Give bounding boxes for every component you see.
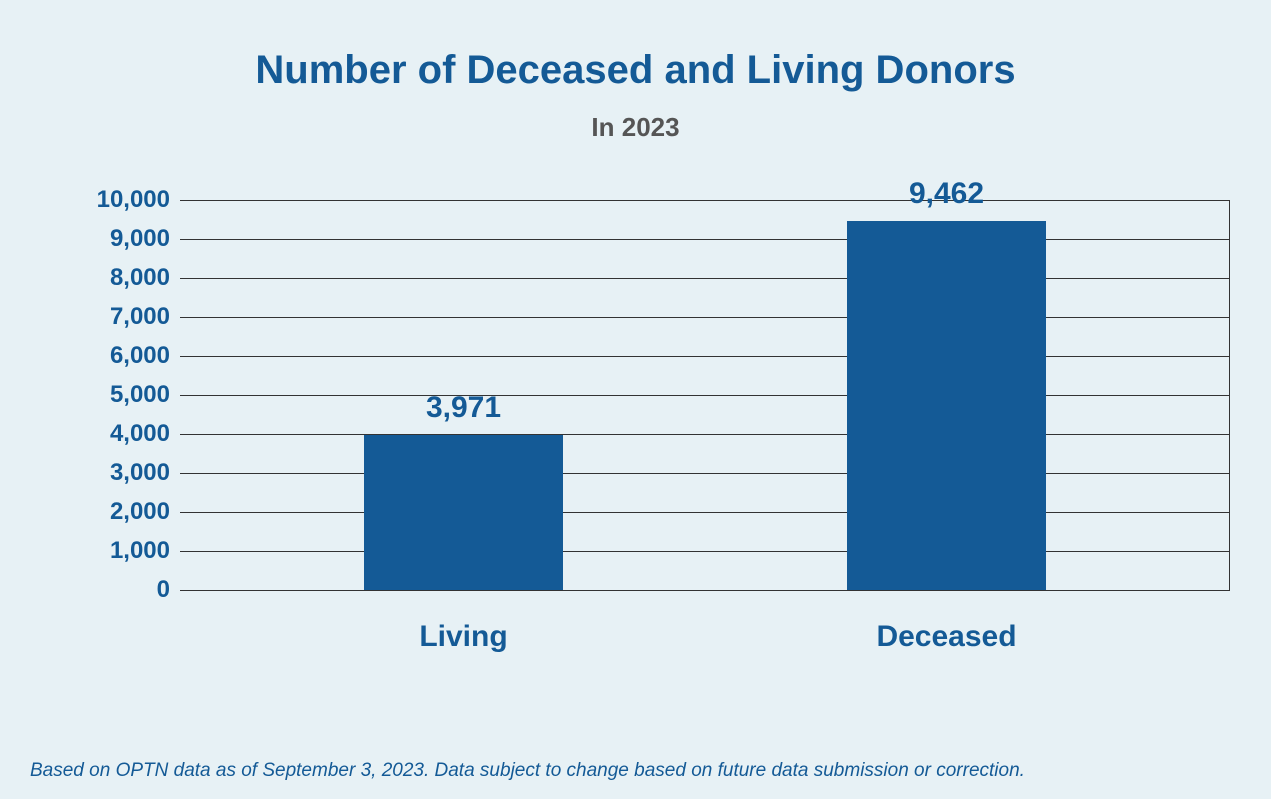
y-tick-label: 2,000: [10, 498, 170, 526]
y-tick-label: 4,000: [10, 420, 170, 448]
bar: [847, 221, 1047, 590]
x-tick-label: Deceased: [876, 620, 1016, 654]
plot-right-border: [1229, 200, 1230, 590]
gridline: [180, 512, 1230, 513]
chart-subtitle: In 2023: [0, 112, 1271, 143]
y-tick-label: 1,000: [10, 537, 170, 565]
bar-value-label: 9,462: [909, 177, 984, 211]
y-tick-label: 3,000: [10, 459, 170, 487]
gridline: [180, 434, 1230, 435]
chart-footnote: Based on OPTN data as of September 3, 20…: [30, 760, 1025, 782]
gridline: [180, 200, 1230, 201]
gridline: [180, 278, 1230, 279]
gridline: [180, 473, 1230, 474]
y-tick-label: 5,000: [10, 381, 170, 409]
y-tick-label: 10,000: [10, 186, 170, 214]
y-tick-label: 9,000: [10, 225, 170, 253]
chart-canvas: Number of Deceased and Living Donors In …: [0, 0, 1271, 799]
bar: [364, 435, 564, 590]
y-tick-label: 8,000: [10, 264, 170, 292]
chart-title: Number of Deceased and Living Donors: [0, 48, 1271, 93]
x-tick-label: Living: [419, 620, 507, 654]
gridline: [180, 356, 1230, 357]
gridline: [180, 590, 1230, 591]
gridline: [180, 239, 1230, 240]
gridline: [180, 317, 1230, 318]
y-tick-label: 7,000: [10, 303, 170, 331]
bar-value-label: 3,971: [426, 391, 501, 425]
y-tick-label: 0: [10, 576, 170, 604]
plot-area: 01,0002,0003,0004,0005,0006,0007,0008,00…: [180, 200, 1230, 590]
gridline: [180, 395, 1230, 396]
y-tick-label: 6,000: [10, 342, 170, 370]
gridline: [180, 551, 1230, 552]
